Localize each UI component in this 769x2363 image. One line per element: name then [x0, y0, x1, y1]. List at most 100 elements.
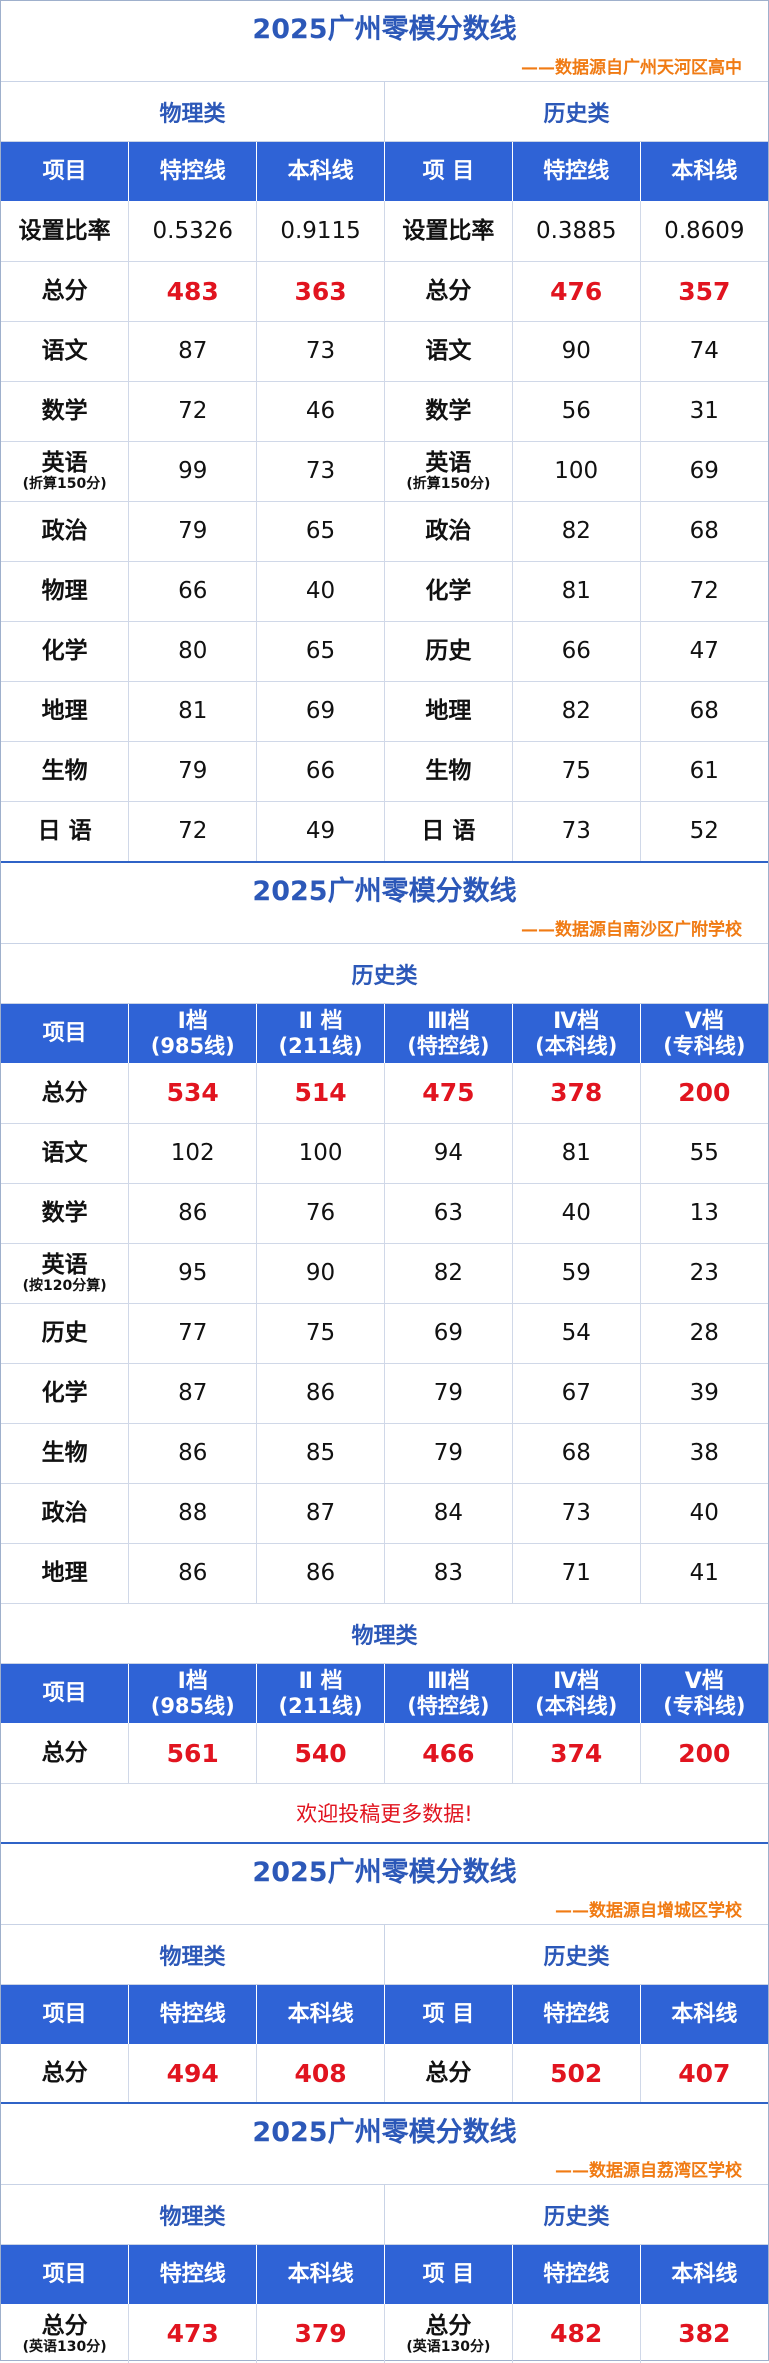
score-cell: 79: [128, 500, 257, 561]
column-header: Ⅲ档 (特控线): [383, 1664, 513, 1723]
row-label-text: 总分: [41, 1079, 88, 1106]
row-label: 政治: [1, 1482, 129, 1543]
row-label-text: 化学: [41, 1380, 88, 1406]
row-label: 生物: [383, 740, 513, 801]
score-cell: 73: [511, 800, 641, 861]
section-zengcheng: 2025广州零模分数线 ——数据源自增城区学校 物理类 历史类 项目 特控线 本…: [1, 1844, 768, 2104]
column-header: 项目: [1, 2245, 129, 2304]
score-cell: 200: [639, 1063, 768, 1123]
column-header-title: Ⅳ档: [553, 1008, 600, 1034]
row-label-text: 数学: [41, 1200, 88, 1226]
column-header-title: I档: [177, 1008, 208, 1034]
table-row: 地理 81 69 地理 82 68: [1, 680, 768, 741]
score-cell: 66: [128, 560, 257, 621]
table-row: 物理 66 40 化学 81 72: [1, 560, 768, 621]
table-header-row: 项目 特控线 本科线 项 目 特控线 本科线: [1, 2245, 768, 2304]
row-label: 政治: [1, 500, 129, 561]
column-header-title: I档: [177, 1668, 208, 1694]
column-header: 本科线: [639, 142, 768, 201]
score-cell: 561: [128, 1723, 257, 1783]
row-label-text: 历史: [41, 1320, 88, 1346]
row-label: 总分: [1, 2044, 129, 2102]
s4-body: 总分 (英语130分) 473 379 总分 (英语130分) 482 382: [1, 2304, 768, 2363]
physics-category-heading: 物理类: [1, 1603, 768, 1664]
score-table: 项目 特控线 本科线 项 目 特控线 本科线 总分 494 408 总分 502 407: [1, 1985, 768, 2102]
row-label: 生物: [1, 1422, 129, 1483]
column-header-note: (211线): [278, 1693, 363, 1718]
column-header: 项目: [1, 1664, 129, 1723]
score-cell: 482: [511, 2304, 641, 2363]
table-row: 语文 87 73 语文 90 74: [1, 320, 768, 381]
row-label: 数学: [383, 380, 513, 441]
row-label: 物理: [1, 560, 129, 621]
row-label: 历史: [383, 620, 513, 681]
score-cell: 83: [383, 1542, 513, 1603]
row-label-text: 政治: [41, 1500, 88, 1526]
score-cell: 65: [256, 620, 385, 681]
score-cell: 502: [511, 2044, 641, 2102]
score-cell: 81: [511, 1122, 641, 1183]
score-cell: 80: [128, 620, 257, 681]
score-cell: 72: [128, 800, 257, 861]
column-header-title: Ⅴ档: [684, 1008, 724, 1034]
column-header: 特控线: [511, 142, 641, 201]
row-label: 生物: [1, 740, 129, 801]
data-source: ——数据源自增城区学校: [555, 1901, 742, 1921]
score-cell: 81: [128, 680, 257, 741]
row-label: 地理: [1, 680, 129, 741]
column-header-title: Ⅴ档: [684, 1668, 724, 1694]
row-label-note: (英语130分): [22, 2338, 107, 2355]
score-cell: 61: [639, 740, 768, 801]
table-row: 语文 102 100 94 81 55: [1, 1122, 768, 1183]
table-row: 生物 86 85 79 68 38: [1, 1422, 768, 1483]
column-header-title: 项目: [42, 1681, 87, 1706]
column-header: 项 目: [383, 1985, 513, 2044]
score-cell: 86: [256, 1542, 385, 1603]
score-cell: 407: [639, 2044, 768, 2102]
row-label: 语文: [1, 320, 129, 381]
history-category-heading: 历史类: [384, 1925, 768, 1984]
data-source: ——数据源自广州天河区高中: [521, 58, 742, 78]
column-header: 本科线: [639, 2245, 768, 2304]
row-label: 地理: [1, 1542, 129, 1603]
score-cell: 90: [256, 1242, 385, 1303]
score-cell: 13: [639, 1182, 768, 1243]
score-cell: 54: [511, 1302, 641, 1363]
row-label-text: 英语: [425, 450, 472, 476]
column-header-note: (特控线): [407, 1033, 490, 1058]
score-cell: 87: [128, 320, 257, 381]
score-cell: 378: [511, 1063, 641, 1123]
table-row: 总分 483 363 总分 476 357: [1, 260, 768, 321]
physics-category-heading: 物理类: [159, 1944, 226, 1970]
score-cell: 71: [511, 1542, 641, 1603]
score-cell: 86: [128, 1422, 257, 1483]
row-label-text: 语文: [41, 1140, 88, 1166]
data-source: ——数据源自南沙区广附学校: [521, 920, 742, 940]
row-label-text: 英语: [41, 450, 88, 476]
column-header: Ⅱ 档 (211线): [256, 1664, 385, 1723]
row-label-text: 英语: [41, 1252, 88, 1278]
table-header-row: 项目 特控线 本科线 项 目 特控线 本科线: [1, 142, 768, 201]
score-cell: 87: [128, 1362, 257, 1423]
row-label: 化学: [383, 560, 513, 621]
score-cell: 73: [256, 440, 385, 501]
score-cell: 73: [256, 320, 385, 381]
row-label: 英语 (折算150分): [1, 440, 129, 501]
row-label-note: (英语130分): [406, 2338, 491, 2355]
row-label-text: 地理: [425, 698, 472, 724]
table-row: 总分 561 540 466 374 200: [1, 1723, 768, 1783]
score-cell: 75: [511, 740, 641, 801]
score-cell: 102: [128, 1122, 257, 1183]
score-cell: 76: [256, 1182, 385, 1243]
table-row: 政治 79 65 政治 82 68: [1, 500, 768, 561]
table-header-row: 项目 I档 (985线) Ⅱ 档 (211线) Ⅲ档 (特控线) Ⅳ档 (本科线) Ⅴ档 (专科线): [1, 1664, 768, 1723]
score-cell: 379: [256, 2304, 385, 2363]
score-cell: 363: [256, 260, 385, 321]
score-cell: 41: [639, 1542, 768, 1603]
row-label-text: 语文: [425, 338, 472, 364]
score-cell: 540: [256, 1723, 385, 1783]
row-label-text: 生物: [41, 1440, 88, 1466]
section-liwan: 2025广州零模分数线 ——数据源自荔湾区学校 物理类 历史类 项目 特控线 本…: [1, 2104, 768, 2363]
column-header: I档 (985线): [128, 1664, 257, 1723]
score-cell: 0.9115: [256, 201, 385, 261]
